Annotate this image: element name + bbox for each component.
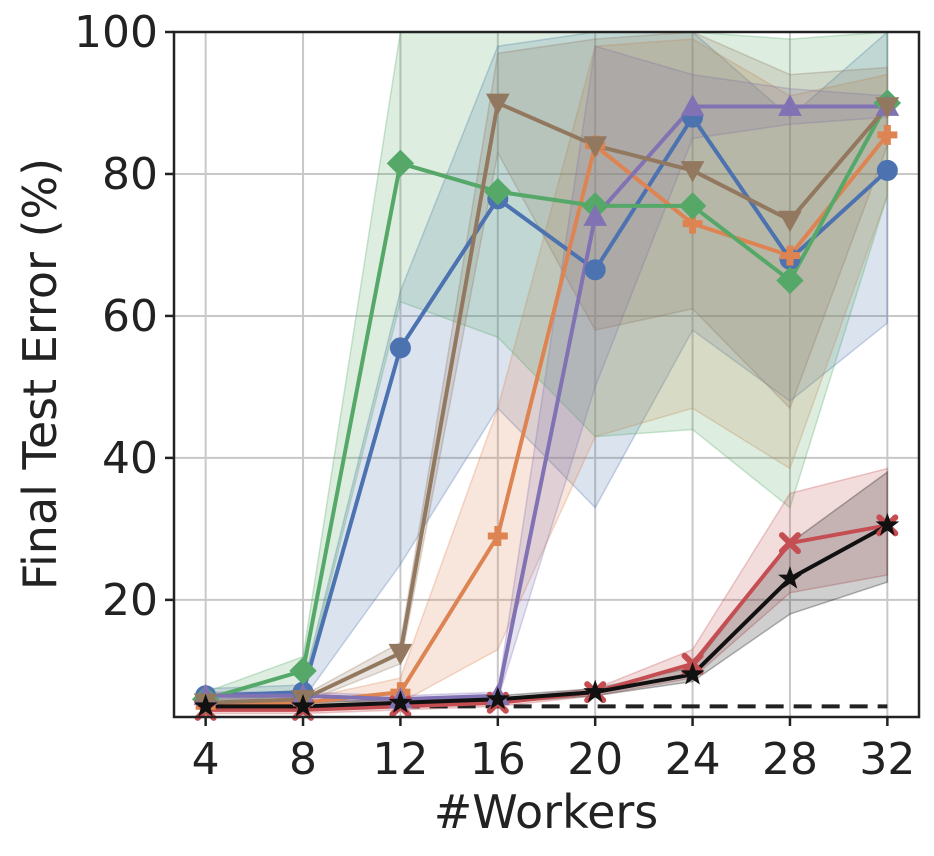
series-3-point <box>778 532 801 555</box>
series-band-0 <box>204 30 889 704</box>
series-5-point <box>875 97 900 119</box>
series-markers <box>191 89 902 721</box>
series-line-1 <box>205 133 889 709</box>
series-6-point <box>778 566 802 589</box>
series-4-point <box>778 94 802 116</box>
series-6-point <box>875 512 900 536</box>
series-5-point <box>583 136 608 158</box>
series-1-point <box>487 525 508 546</box>
series-4-point <box>583 204 608 226</box>
y-tick-label: 20 <box>102 575 158 626</box>
series-5-point <box>388 643 413 666</box>
series-5-point <box>778 210 802 233</box>
series-line-5 <box>205 100 889 705</box>
series-lines <box>205 100 890 712</box>
y-tick-label: 60 <box>102 291 158 342</box>
series-0-point <box>876 159 898 181</box>
series-0-point <box>584 259 606 281</box>
y-axis-title: Final Test Error (%) <box>13 158 67 590</box>
x-tick-label: 12 <box>372 734 428 785</box>
y-tick-label: 80 <box>102 149 158 200</box>
series-0-point <box>389 337 411 359</box>
series-line-2 <box>205 102 890 702</box>
x-tick-label: 4 <box>192 734 220 785</box>
series-2-point <box>776 266 804 295</box>
x-tick-label: 16 <box>470 734 526 785</box>
x-axis-title: #Workers <box>434 785 659 839</box>
series-6-point <box>388 690 413 713</box>
series-1-point <box>877 124 898 145</box>
series-6-point <box>485 686 510 710</box>
series-5-point <box>680 161 705 183</box>
x-tick-label: 32 <box>859 734 915 785</box>
y-tick-label: 40 <box>102 433 158 484</box>
plot-frame <box>172 30 921 719</box>
series-1-point <box>779 245 800 266</box>
series-6-point <box>291 693 315 717</box>
series-4-point <box>680 94 705 116</box>
confidence-bands <box>204 30 889 715</box>
y-axis: 20 40 60 80 100 <box>74 7 174 626</box>
series-line-6 <box>205 523 889 709</box>
x-tick-label: 28 <box>762 734 818 785</box>
series-line-0 <box>205 115 889 698</box>
x-axis: 4 8 12 16 20 24 28 32 <box>192 717 915 785</box>
series-1-point <box>682 213 703 234</box>
series-6-point <box>193 693 218 717</box>
series-5-point <box>485 93 510 116</box>
series-6-point <box>583 679 608 703</box>
series-line-4 <box>205 104 888 702</box>
y-tick-label: 100 <box>74 7 158 58</box>
x-tick-label: 24 <box>665 734 721 785</box>
x-tick-label: 20 <box>567 734 623 785</box>
series-2-point <box>386 149 415 178</box>
x-tick-label: 8 <box>289 734 317 785</box>
series-6-point <box>680 661 705 685</box>
series-2-point <box>678 192 707 220</box>
series-2-point <box>484 178 512 206</box>
